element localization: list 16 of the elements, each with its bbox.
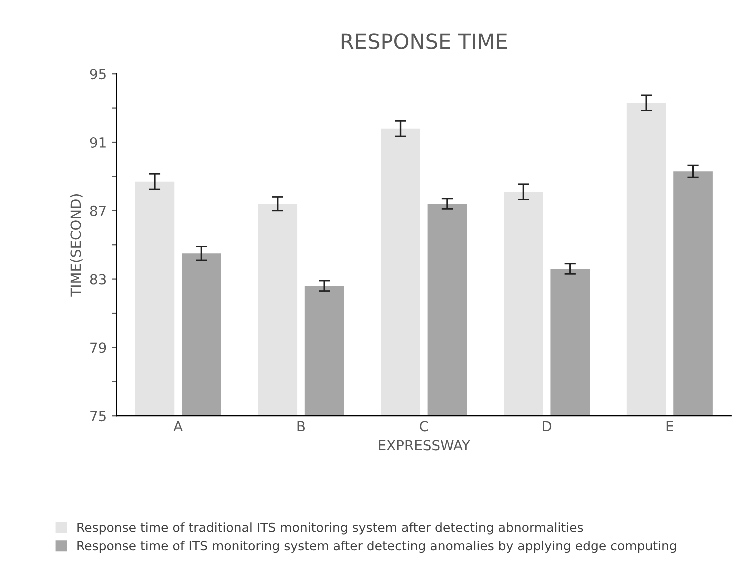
legend-label: Response time of traditional ITS monitoring system after detecting abnormalities xyxy=(78,522,584,535)
legend-label: Response time of ITS monitoring system after detecting anomalies by applying edge computing xyxy=(78,540,676,554)
y-axis-title: TIME(SECOND) xyxy=(70,194,83,297)
y-tick-label: 95 xyxy=(90,69,106,80)
x-tick-label: A xyxy=(174,421,183,432)
y-tick-label: 79 xyxy=(90,342,106,354)
x-tick-label: C xyxy=(420,421,428,432)
y-tick-label: 91 xyxy=(90,137,106,148)
y-tick-label: 83 xyxy=(90,274,106,285)
x-tick-label: D xyxy=(543,421,552,432)
y-tick-label: 75 xyxy=(90,411,106,422)
chart-title: RESPONSE TIME xyxy=(342,34,507,50)
x-tick-label: B xyxy=(298,421,306,432)
y-tick-label: 87 xyxy=(90,206,106,216)
x-axis-title: EXPRESSWAY xyxy=(379,440,470,451)
x-tick-label: E xyxy=(666,421,674,432)
